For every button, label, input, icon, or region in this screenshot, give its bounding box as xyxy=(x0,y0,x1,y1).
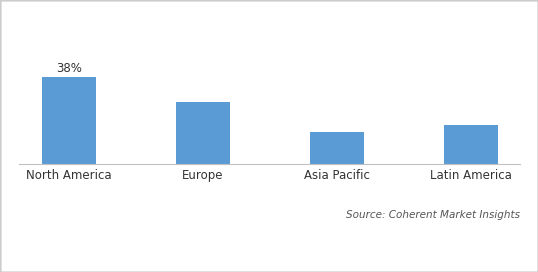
Bar xyxy=(444,125,498,164)
Bar xyxy=(42,77,96,164)
Text: 38%: 38% xyxy=(56,62,82,75)
Bar xyxy=(310,132,364,164)
Text: Source: Coherent Market Insights: Source: Coherent Market Insights xyxy=(346,210,520,220)
Bar xyxy=(176,102,230,164)
